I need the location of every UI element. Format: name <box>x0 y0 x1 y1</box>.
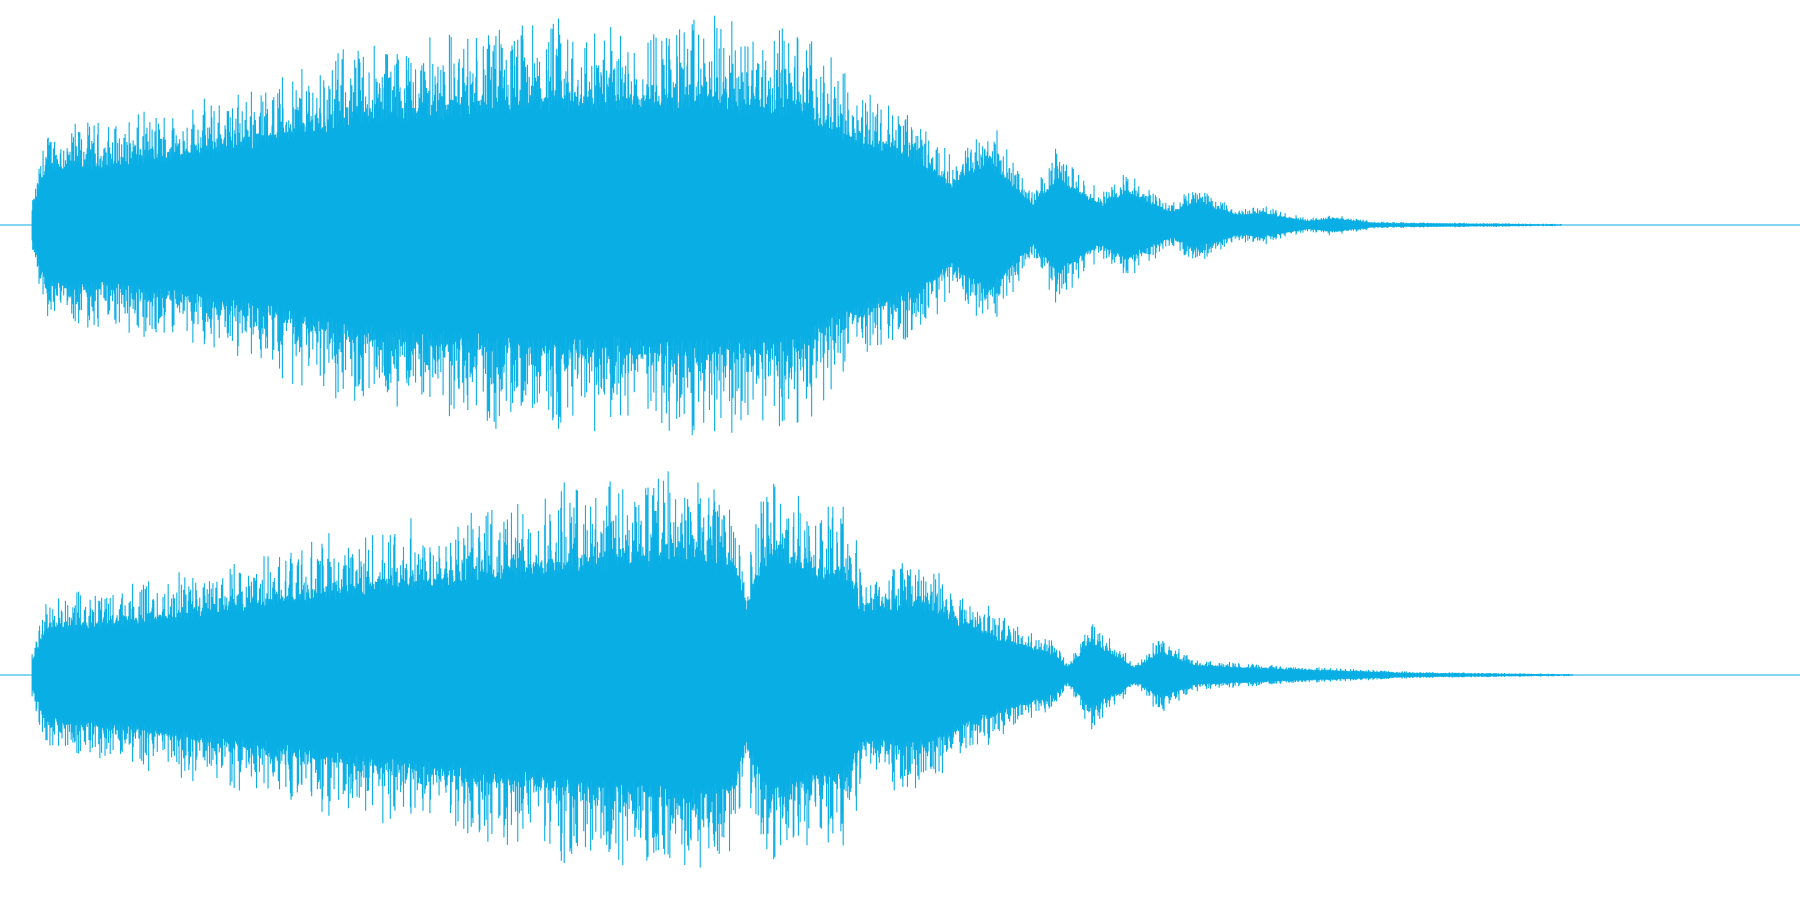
channel-waveform <box>31 471 1574 868</box>
channel-waveform <box>31 15 1562 436</box>
